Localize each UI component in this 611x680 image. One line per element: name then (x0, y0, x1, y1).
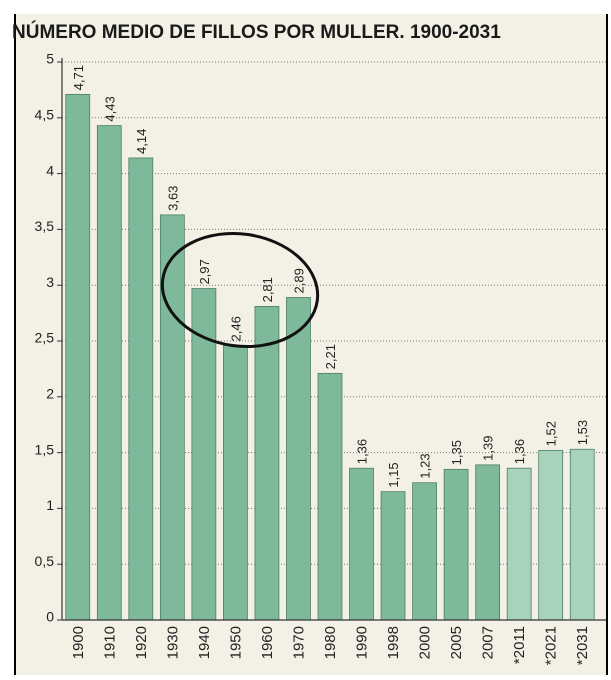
x-tick-label: 1980 (322, 626, 339, 659)
x-tick-label: *2011 (511, 626, 528, 664)
y-tick-label: 0 (46, 609, 54, 625)
bar (506, 467, 532, 621)
value-label: 1,23 (418, 453, 433, 478)
bar (569, 448, 595, 621)
x-tick-label: 1970 (290, 626, 307, 659)
x-tick-label: 1930 (164, 626, 181, 659)
value-label: 1,15 (386, 462, 401, 487)
bar (538, 449, 564, 621)
chart-title: NÚMERO MEDIO DE FILLOS POR MULLER. 1900-… (12, 21, 501, 43)
x-tick-label: 1910 (101, 626, 118, 659)
y-tick-label: 0,5 (35, 553, 55, 569)
bar (349, 467, 374, 621)
value-label: 2,46 (228, 316, 243, 341)
x-tick-label: 1900 (70, 626, 87, 659)
x-tick-label: *2031 (574, 626, 591, 665)
value-label: 1,39 (481, 436, 496, 461)
x-tick-label: 1990 (354, 626, 371, 659)
value-label: 1,53 (575, 420, 590, 445)
value-label: 3,63 (165, 186, 180, 211)
value-label: 1,52 (544, 421, 559, 446)
value-label: 4,14 (134, 129, 149, 154)
x-tick-label: 1960 (259, 626, 276, 659)
bar (128, 157, 154, 621)
highlight-ellipse (160, 231, 320, 349)
bar (443, 468, 469, 621)
y-tick-label: 4 (46, 162, 54, 178)
x-tick-label: 2007 (480, 626, 497, 659)
bar (65, 93, 91, 621)
y-tick-label: 5 (46, 51, 54, 67)
bar (286, 297, 311, 621)
value-label: 4,71 (71, 65, 86, 90)
bar (96, 125, 122, 621)
x-tick-label: 1998 (385, 626, 402, 659)
y-tick-label: 3 (46, 274, 54, 290)
x-tick-label: *2021 (543, 626, 560, 665)
y-tick-label: 3,5 (35, 218, 55, 234)
value-label: 1,35 (449, 440, 464, 465)
value-label: 2,21 (323, 344, 338, 369)
x-tick-label: 1940 (196, 626, 213, 659)
y-tick-label: 2,5 (35, 330, 55, 346)
y-tick-label: 4,5 (35, 107, 55, 123)
y-tick-label: 1,5 (35, 441, 55, 457)
bar (317, 372, 343, 621)
x-tick-label: 2005 (448, 626, 465, 659)
y-tick-label: 1 (46, 497, 54, 513)
y-tick-label: 2 (46, 386, 54, 402)
value-label: 1,36 (355, 439, 370, 464)
x-tick-label: 2000 (417, 626, 434, 659)
bar (380, 491, 406, 621)
x-tick-label: 1920 (133, 626, 150, 659)
bar (412, 482, 437, 621)
value-label: 4,43 (102, 96, 117, 121)
bar (223, 345, 248, 621)
value-label: 2,97 (197, 259, 212, 284)
bar (254, 306, 280, 621)
value-label: 2,81 (260, 277, 275, 302)
bar (475, 464, 501, 621)
value-label: 1,36 (512, 439, 527, 464)
x-tick-label: 1950 (227, 626, 244, 659)
value-label: 2,89 (291, 268, 306, 293)
